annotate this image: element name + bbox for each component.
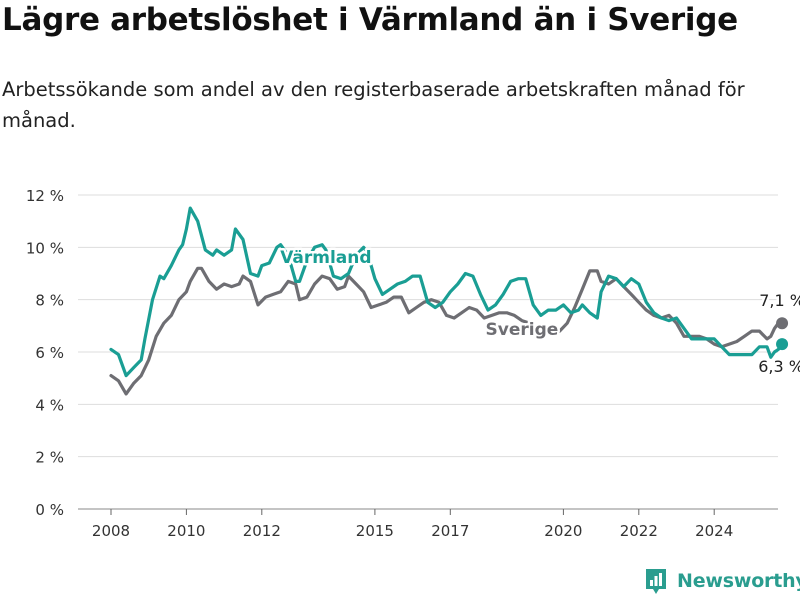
x-tick-label: 2024: [695, 522, 733, 540]
series-line-sverige: [109, 266, 784, 396]
newsworthy-logo-icon: [646, 569, 666, 594]
x-tick-label: 2022: [620, 522, 658, 540]
y-tick-label: 2 %: [35, 449, 64, 467]
y-tick-label: 10 %: [26, 239, 64, 257]
chart-subtitle: Arbetssökande som andel av den registerb…: [2, 78, 745, 132]
svg-text:6,3 %: 6,3 %: [758, 357, 800, 376]
svg-text:Sverige: Sverige: [486, 320, 559, 340]
y-tick-label: 6 %: [35, 344, 64, 362]
svg-text:Värmland: Värmland: [280, 248, 371, 268]
svg-text:7,1 %: 7,1 %: [759, 291, 800, 310]
y-tick-label: 4 %: [35, 396, 64, 414]
x-axis: 2008 2010 2012 2015 2017 2020 2022 2024: [92, 509, 733, 540]
end-point-varmland: [776, 338, 789, 351]
y-tick-label: 12 %: [26, 187, 64, 205]
y-tick-label: 8 %: [35, 292, 64, 310]
svg-text:Sverige: Sverige: [486, 320, 559, 340]
x-tick-label: 2017: [431, 522, 469, 540]
svg-text:Värmland: Värmland: [280, 248, 371, 268]
x-tick-label: 2015: [356, 522, 394, 540]
svg-text:6,3 %: 6,3 %: [758, 357, 800, 376]
x-tick-label: 2012: [243, 522, 281, 540]
x-tick-label: 2010: [167, 522, 205, 540]
brand-logo: Newsworthy: [643, 566, 800, 596]
x-tick-label: 2008: [92, 522, 130, 540]
brand-name: Newsworthy: [677, 570, 800, 592]
x-tick-label: 2020: [544, 522, 582, 540]
end-label-sverige: 7,1 %7,1 %: [757, 289, 800, 313]
y-tick-label: 0 %: [35, 501, 64, 519]
chart-title: Lägre arbetslöshet i Värmland än i Sveri…: [2, 2, 738, 38]
series-lines: [109, 206, 789, 396]
y-axis: 0 % 2 % 4 % 6 % 8 % 10 % 12 %: [26, 187, 64, 519]
end-point-sverige: [776, 317, 789, 330]
end-label-varmland: 6,3 %6,3 %: [756, 355, 800, 379]
series-line-varmland: [109, 206, 784, 378]
gridlines: [78, 194, 778, 510]
svg-text:7,1 %: 7,1 %: [759, 291, 800, 310]
